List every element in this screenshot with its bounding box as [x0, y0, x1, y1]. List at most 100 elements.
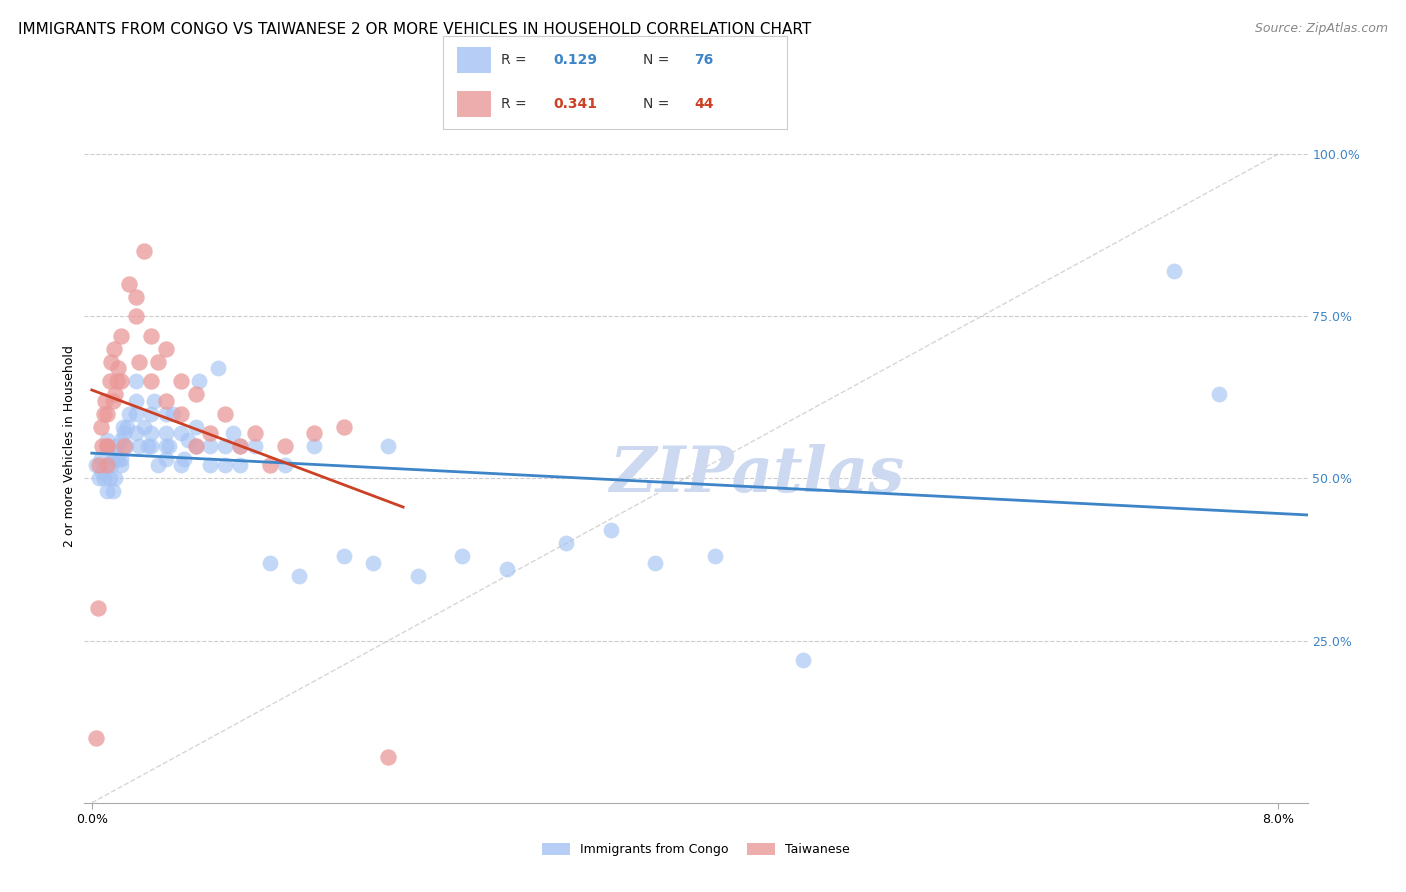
Text: IMMIGRANTS FROM CONGO VS TAIWANESE 2 OR MORE VEHICLES IN HOUSEHOLD CORRELATION C: IMMIGRANTS FROM CONGO VS TAIWANESE 2 OR …: [18, 22, 811, 37]
Point: [288, 568, 311, 582]
Point: [333, 549, 356, 564]
Point: [184, 387, 207, 401]
Point: [170, 407, 193, 421]
Point: [200, 425, 222, 440]
Point: [200, 439, 222, 453]
Point: [173, 452, 195, 467]
Point: [229, 439, 252, 453]
Point: [200, 458, 222, 473]
Point: [110, 374, 132, 388]
Point: [110, 328, 132, 343]
Point: [243, 425, 266, 440]
Point: [125, 425, 148, 440]
Point: [128, 354, 150, 368]
Point: [115, 439, 138, 453]
Point: [136, 439, 159, 453]
Point: [125, 310, 148, 324]
Point: [125, 407, 148, 421]
Point: [139, 425, 162, 440]
Point: [90, 452, 112, 467]
Point: [214, 439, 236, 453]
Point: [96, 458, 118, 473]
Point: [259, 458, 281, 473]
Point: [184, 439, 207, 453]
Point: [377, 439, 399, 453]
Point: [170, 374, 193, 388]
Text: N =: N =: [643, 53, 673, 67]
Point: [703, 549, 725, 564]
Point: [259, 556, 281, 570]
Point: [157, 439, 180, 453]
Point: [103, 445, 125, 459]
Point: [273, 458, 295, 473]
Point: [101, 484, 124, 499]
Bar: [457, 47, 491, 73]
Legend: Immigrants from Congo, Taiwanese: Immigrants from Congo, Taiwanese: [537, 838, 855, 861]
Point: [214, 407, 236, 421]
Point: [125, 290, 148, 304]
Point: [107, 452, 129, 467]
Point: [184, 439, 207, 453]
Point: [229, 439, 252, 453]
Point: [207, 361, 229, 376]
Point: [84, 731, 107, 745]
Point: [96, 439, 118, 453]
Point: [243, 439, 266, 453]
Point: [90, 419, 112, 434]
Point: [93, 471, 115, 485]
Point: [170, 458, 193, 473]
Point: [105, 439, 128, 453]
Point: [184, 419, 207, 434]
Point: [273, 439, 295, 453]
Point: [139, 374, 162, 388]
Point: [94, 393, 117, 408]
Point: [104, 387, 127, 401]
Point: [155, 393, 177, 408]
Point: [125, 393, 148, 408]
Point: [155, 452, 177, 467]
Point: [187, 374, 209, 388]
Point: [644, 556, 666, 570]
Text: 0.129: 0.129: [553, 53, 598, 67]
Point: [112, 425, 135, 440]
Point: [96, 484, 118, 499]
Point: [377, 750, 399, 764]
Point: [89, 458, 111, 473]
Point: [221, 425, 243, 440]
Point: [162, 407, 184, 421]
Point: [155, 439, 177, 453]
Point: [128, 439, 150, 453]
Point: [100, 354, 122, 368]
Point: [117, 419, 139, 434]
Point: [1163, 264, 1185, 278]
Point: [125, 374, 148, 388]
Point: [110, 433, 132, 447]
Point: [214, 458, 236, 473]
Point: [555, 536, 578, 550]
Text: ZIPatlas: ZIPatlas: [610, 444, 904, 505]
Point: [302, 439, 325, 453]
Point: [101, 393, 124, 408]
Point: [110, 458, 132, 473]
Point: [229, 458, 252, 473]
Point: [118, 277, 141, 291]
Y-axis label: 2 or more Vehicles in Household: 2 or more Vehicles in Household: [63, 345, 76, 547]
Text: Source: ZipAtlas.com: Source: ZipAtlas.com: [1254, 22, 1388, 36]
Point: [96, 458, 118, 473]
Point: [792, 653, 814, 667]
Point: [148, 354, 170, 368]
Point: [103, 452, 125, 467]
Point: [333, 419, 356, 434]
Point: [91, 465, 114, 479]
Point: [599, 524, 621, 538]
Point: [96, 439, 118, 453]
Point: [103, 342, 125, 356]
Point: [363, 556, 385, 570]
Point: [177, 433, 200, 447]
Point: [451, 549, 474, 564]
Text: R =: R =: [502, 53, 531, 67]
Point: [98, 374, 121, 388]
Text: 76: 76: [695, 53, 714, 67]
Text: 0.341: 0.341: [553, 97, 598, 111]
Point: [155, 342, 177, 356]
